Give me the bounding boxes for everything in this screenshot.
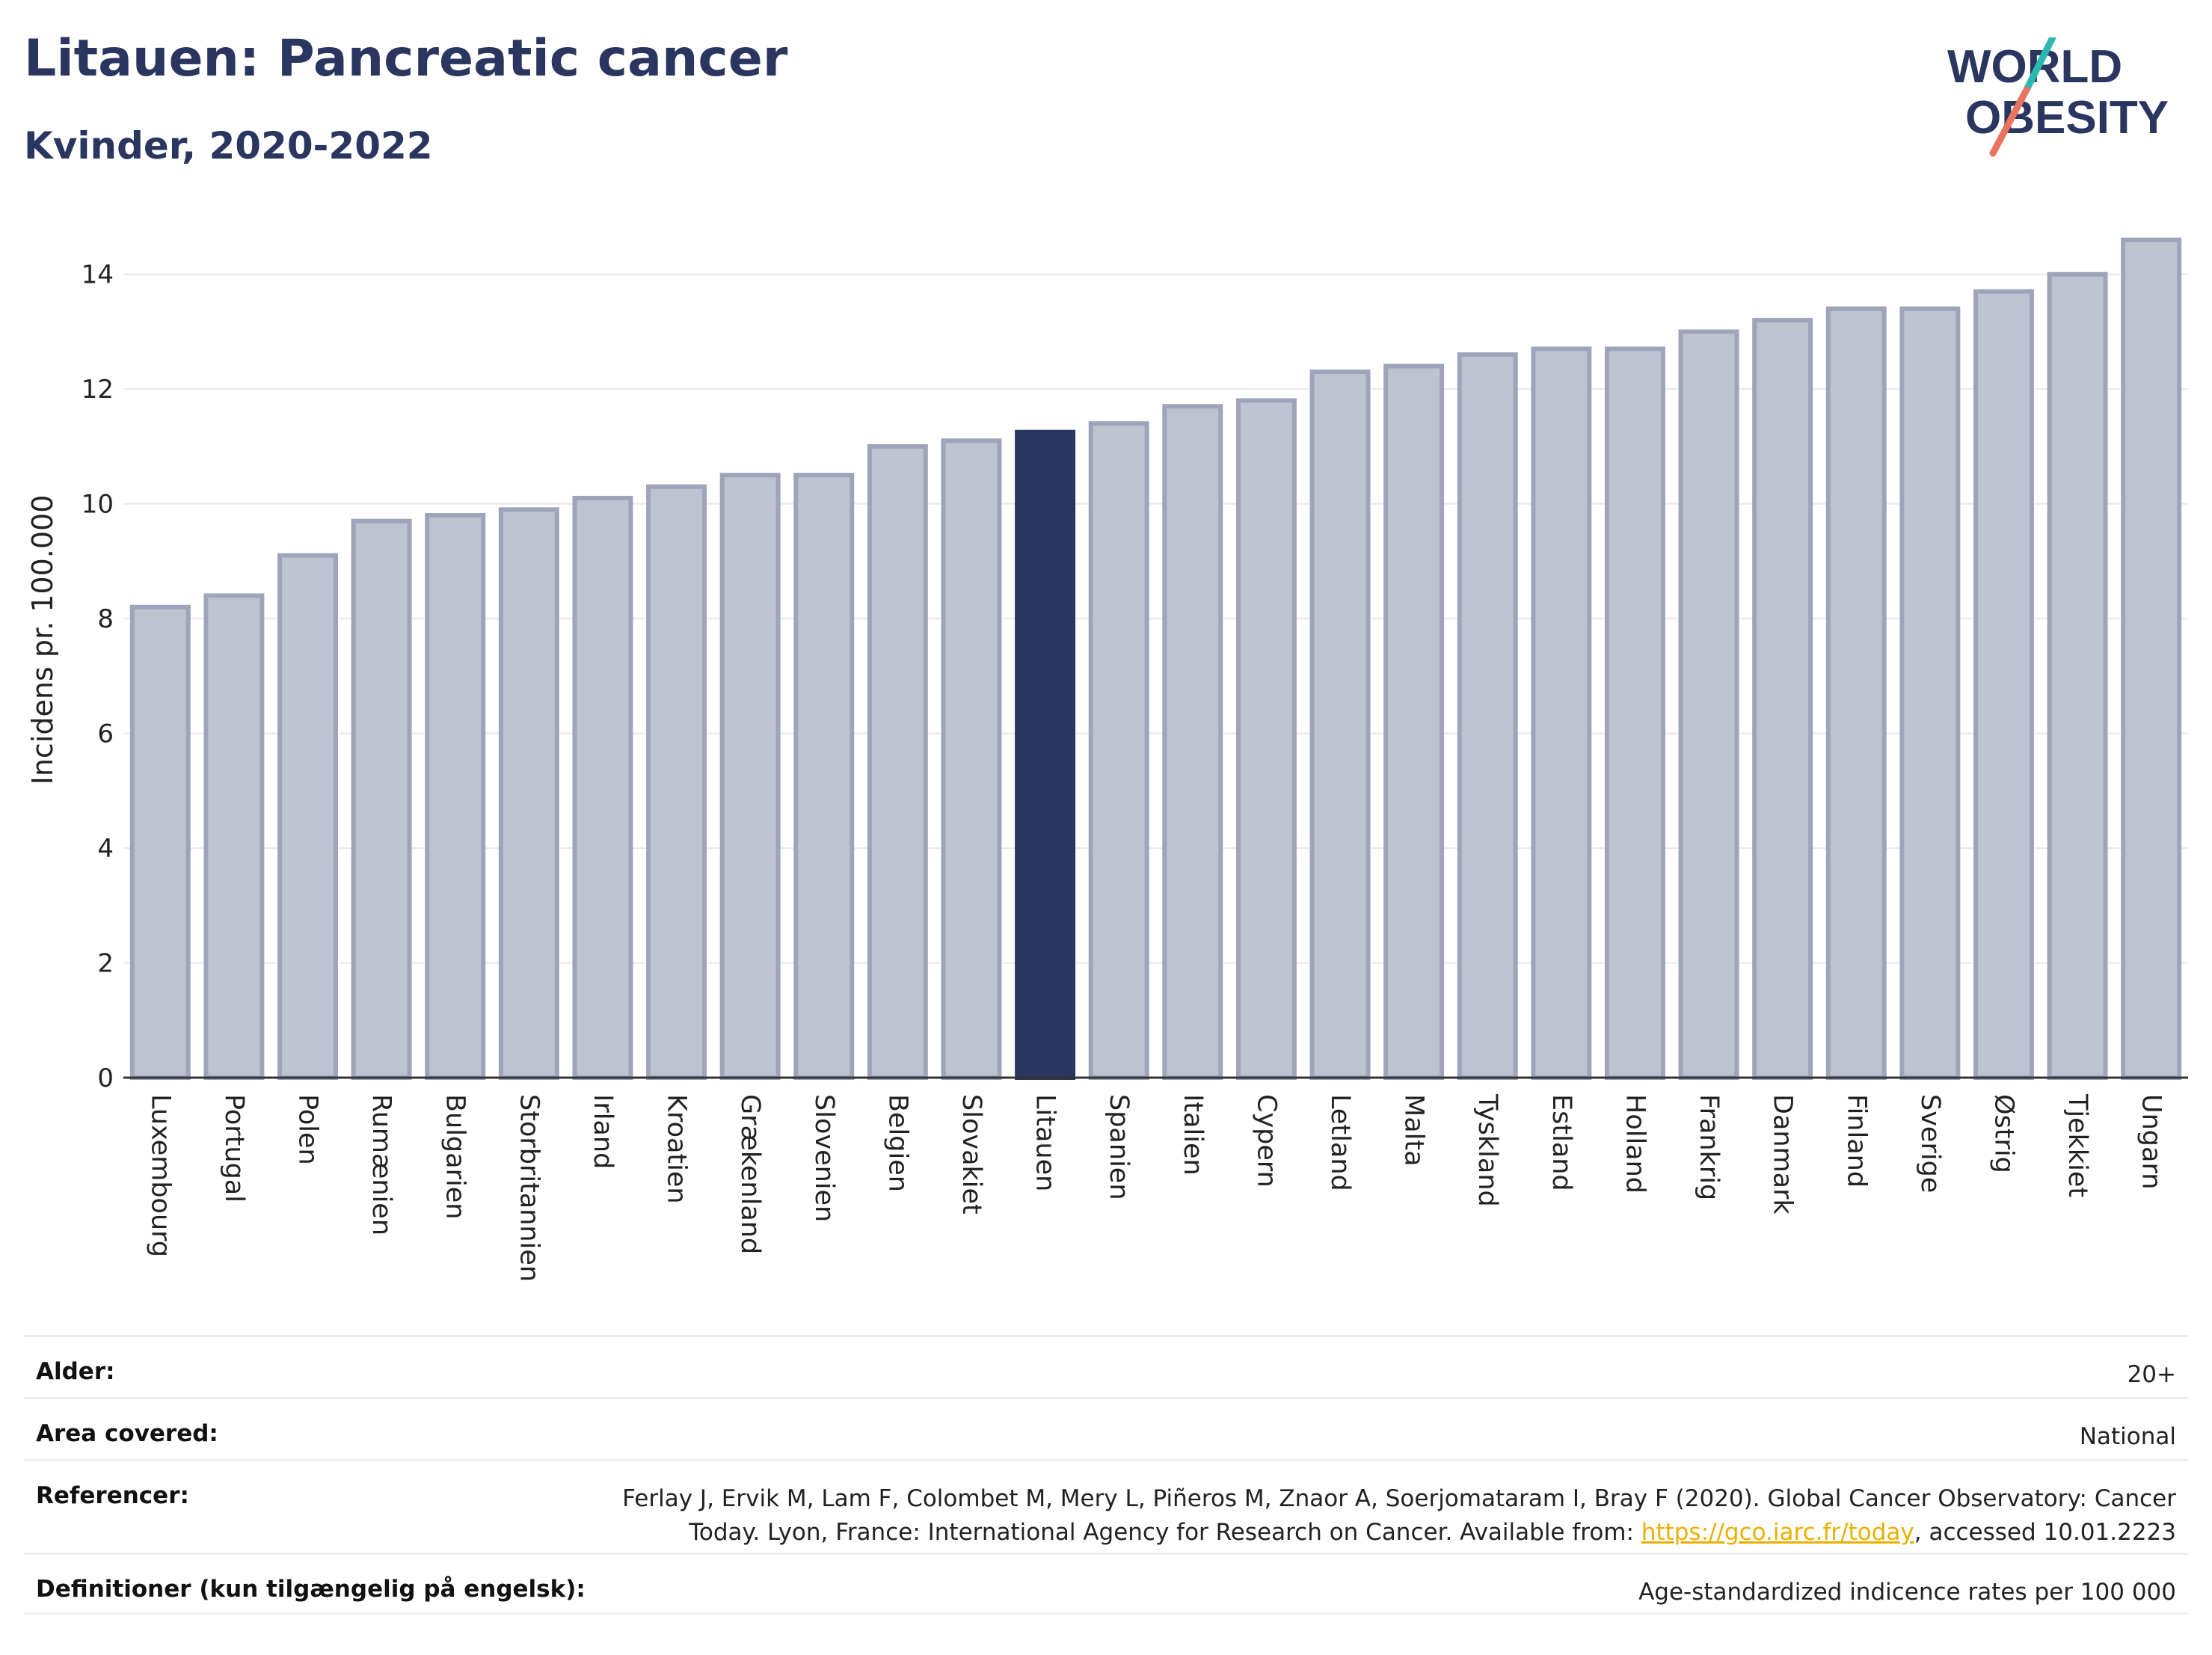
x-tick-label: Slovakiet	[956, 1094, 986, 1215]
x-tick-label: Østrig	[1988, 1094, 2018, 1173]
x-tick-label: Bulgarien	[440, 1094, 470, 1219]
y-tick-label: 10	[82, 490, 114, 520]
bar	[572, 495, 633, 1080]
x-tick-label: Tyskland	[1472, 1093, 1502, 1207]
bar	[203, 593, 265, 1080]
bar	[1899, 306, 1961, 1081]
meta-row-definitions: Definitioner (kun tilgængelig på engelsk…	[24, 1553, 2188, 1615]
bar	[867, 443, 928, 1080]
x-tick-label: Litauen	[1030, 1094, 1060, 1191]
y-tick-label: 6	[97, 719, 114, 749]
references-accessed: , accessed 10.01.2223	[1914, 1518, 2176, 1546]
bar	[2047, 271, 2108, 1081]
x-tick-label: Spanien	[1104, 1094, 1134, 1200]
bar	[646, 484, 707, 1080]
y-tick-label: 8	[97, 604, 114, 634]
bar	[2121, 237, 2182, 1080]
bar	[941, 438, 1002, 1080]
y-tick-label: 4	[97, 834, 114, 864]
meta-row-references: Referencer: Ferlay J, Ervik M, Lam F, Co…	[24, 1459, 2188, 1553]
definitions-label: Definitioner (kun tilgængelig på engelsk…	[36, 1576, 586, 1603]
references-link[interactable]: https://gco.iarc.fr/today	[1641, 1518, 1914, 1546]
bar	[1973, 289, 2034, 1081]
bar-chart: 0 2 4 6 8 10 12 14 Incidens pr. 100.000 Luxembour…	[26, 237, 2188, 1282]
x-tick-label: Portugal	[219, 1094, 249, 1203]
bar	[1604, 346, 1665, 1080]
y-axis-label: Incidens pr. 100.000	[26, 495, 59, 785]
x-tick-label: Slovenien	[809, 1094, 839, 1222]
age-value: 20+	[2127, 1361, 2176, 1388]
x-tick-label: Kroatien	[662, 1094, 692, 1204]
x-tick-label: Tjekkiet	[2062, 1093, 2092, 1197]
bar	[719, 473, 781, 1080]
y-tick-label: 2	[97, 949, 114, 979]
x-tick-label: Storbritannien	[514, 1094, 544, 1282]
chart-subtitle: Kvinder, 2020-2022	[24, 124, 433, 168]
meta-row-age: Alder: 20+	[24, 1335, 2188, 1397]
x-tick-label: Rumænien	[366, 1094, 396, 1235]
bar	[1162, 404, 1223, 1080]
bar	[1015, 429, 1076, 1080]
x-tick-label: Sverige	[1915, 1094, 1945, 1193]
y-tick-label: 14	[82, 260, 114, 290]
x-tick-label: Polen	[293, 1094, 323, 1165]
world-obesity-logo: WORLD OBESITY	[1947, 37, 2169, 157]
x-tick-label: Estland	[1546, 1094, 1576, 1191]
x-tick-label: Ungarn	[2136, 1094, 2166, 1189]
y-tick-label: 12	[82, 375, 114, 405]
metadata-table: Alder: 20+ Area covered: National Refere…	[24, 1335, 2188, 1615]
references-text: Ferlay J, Ervik M, Lam F, Colombet M, Me…	[622, 1485, 2176, 1546]
bar	[1235, 398, 1297, 1080]
bar	[1752, 318, 1813, 1080]
x-tick-label: Finland	[1841, 1094, 1871, 1188]
x-tick-label: Cypern	[1251, 1094, 1281, 1188]
bar	[277, 553, 338, 1080]
bar	[351, 518, 412, 1080]
bar	[425, 513, 486, 1080]
x-tick-label: Irland	[588, 1094, 618, 1169]
x-tick-label: Luxembourg	[145, 1094, 175, 1257]
y-tick-label: 0	[97, 1063, 114, 1093]
x-tick-label: Grækenland	[735, 1094, 765, 1254]
bar	[1678, 329, 1739, 1080]
x-tick-label: Malta	[1399, 1094, 1429, 1167]
x-tick-label: Italien	[1178, 1094, 1208, 1176]
x-tick-label: Holland	[1620, 1094, 1650, 1194]
references-value: Ferlay J, Ervik M, Lam F, Colombet M, Me…	[606, 1482, 2176, 1550]
chart-title: Litauen: Pancreatic cancer	[24, 29, 788, 88]
definitions-value: Age-standardized indicence rates per 100…	[1638, 1579, 2176, 1606]
bar	[1825, 306, 1887, 1081]
bar	[1309, 369, 1371, 1080]
x-tick-label: Danmark	[1768, 1094, 1798, 1215]
x-tick-label: Frankrig	[1694, 1094, 1724, 1200]
bar	[1088, 421, 1149, 1080]
x-tick-label: Letland	[1325, 1094, 1355, 1191]
logo-slash-teal	[2023, 37, 2056, 93]
bar	[498, 507, 559, 1080]
bar	[129, 604, 191, 1080]
logo-slash-coral	[1989, 86, 2030, 157]
x-tick-label: Belgien	[882, 1094, 912, 1192]
area-value: National	[2079, 1423, 2176, 1450]
area-label: Area covered:	[36, 1420, 218, 1447]
meta-row-area: Area covered: National	[24, 1397, 2188, 1459]
bar	[1457, 352, 1518, 1081]
bar	[1383, 363, 1445, 1080]
bar	[793, 473, 855, 1080]
age-label: Alder:	[36, 1358, 115, 1385]
bar	[1531, 346, 1592, 1080]
references-label: Referencer:	[36, 1482, 189, 1509]
